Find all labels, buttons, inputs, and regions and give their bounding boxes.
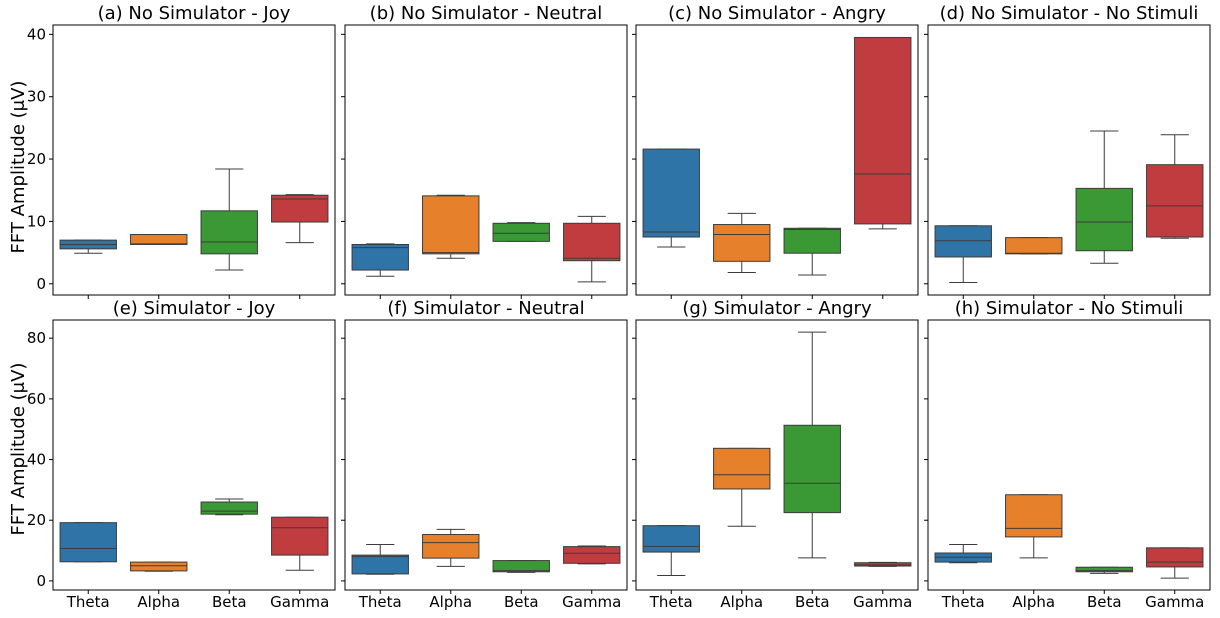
panel-7-alpha-xtick-label: Alpha <box>720 593 763 611</box>
panel-6-theta-xtick-label: Theta <box>358 593 402 611</box>
panel-1-frame <box>52 24 336 296</box>
panel-5-ytick-label-2: 40 <box>27 451 46 469</box>
panel-7-theta-box <box>642 525 700 553</box>
panel-4-theta-box <box>934 225 992 258</box>
panel-6-gamma-box <box>563 546 621 564</box>
panel-2-beta-box <box>492 222 550 242</box>
panel-6-beta-xtick-label: Beta <box>504 593 539 611</box>
panel-5-beta-box <box>200 501 258 515</box>
panel-5-title: (e) Simulator - Joy <box>113 298 276 319</box>
panel-1-ytick-label-0: 0 <box>36 275 46 293</box>
panel-6-alpha-xtick-label: Alpha <box>429 593 472 611</box>
panel-7-title: (g) Simulator - Angry <box>682 298 872 319</box>
panel-2-alpha-box <box>422 195 480 255</box>
panel-5-ytick-label-1: 20 <box>27 511 46 529</box>
panel-7-beta-xtick-label: Beta <box>795 593 830 611</box>
panel-7-gamma-xtick-label: Gamma <box>853 593 912 611</box>
panel-6-gamma-xtick-label: Gamma <box>562 593 621 611</box>
panel-6-frame <box>344 319 628 591</box>
panel-5-ytick-label-0: 0 <box>36 572 46 590</box>
panel-1-gamma-box <box>271 194 329 223</box>
panel-6-title: (f) Simulator - Neutral <box>387 298 584 319</box>
panel-8-gamma-xtick-label: Gamma <box>1145 593 1204 611</box>
panel-4-alpha-box <box>1005 237 1063 255</box>
panel-5-theta-xtick-label: Theta <box>66 593 110 611</box>
panel-2-frame <box>344 24 628 296</box>
y-axis-label-row-2: FFT Amplitude (μV) <box>8 363 29 536</box>
panel-1-alpha-box <box>130 234 188 245</box>
panel-5-frame <box>52 319 336 591</box>
panel-3-title: (c) No Simulator - Angry <box>668 3 886 24</box>
panel-4-title: (d) No Simulator - No Stimuli <box>940 3 1199 24</box>
panel-7-alpha-box <box>713 447 771 490</box>
panel-5-theta-box <box>59 522 117 563</box>
panel-4-frame <box>927 24 1211 296</box>
panel-1-ytick-label-3: 30 <box>27 88 46 106</box>
panel-8-title: (h) Simulator - No Stimuli <box>955 298 1184 319</box>
panel-5-alpha-xtick-label: Alpha <box>137 593 180 611</box>
panel-6-beta-box <box>492 560 550 573</box>
panel-8-beta-xtick-label: Beta <box>1087 593 1122 611</box>
y-axis-label-row-1: FFT Amplitude (μV) <box>8 81 29 254</box>
panel-4-beta-box <box>1075 187 1133 252</box>
panel-6-theta-box <box>351 554 409 575</box>
panel-7-beta-box <box>783 424 841 514</box>
panel-5-gamma-xtick-label: Gamma <box>270 593 329 611</box>
panel-3-gamma-box <box>854 36 912 225</box>
panel-2-gamma-box <box>563 222 621 262</box>
panel-7-frame <box>635 319 919 591</box>
panel-5-gamma-box <box>271 516 329 556</box>
panel-1-beta-box <box>200 210 258 255</box>
panel-2-theta-box <box>351 243 409 271</box>
panel-8-alpha-box <box>1005 494 1063 538</box>
panel-5-alpha-box <box>130 561 188 572</box>
panel-7-theta-xtick-label: Theta <box>649 593 693 611</box>
panel-1-title: (a) No Simulator - Joy <box>98 3 291 24</box>
panel-3-alpha-box <box>713 224 771 262</box>
panel-3-beta-box <box>783 227 841 254</box>
panel-8-frame <box>927 319 1211 591</box>
panel-8-alpha-xtick-label: Alpha <box>1012 593 1055 611</box>
panel-3-frame <box>635 24 919 296</box>
panel-8-gamma-box <box>1146 547 1204 568</box>
panel-2-title: (b) No Simulator - Neutral <box>370 3 603 24</box>
panel-3-theta-box <box>642 148 700 238</box>
panel-1-ytick-label-4: 40 <box>27 25 46 43</box>
panel-5-ytick-label-3: 60 <box>27 390 46 408</box>
panel-8-theta-xtick-label: Theta <box>941 593 985 611</box>
panel-4-gamma-box <box>1146 164 1204 238</box>
panel-1-ytick-label-1: 10 <box>27 212 46 230</box>
panel-5-ytick-label-4: 80 <box>27 329 46 347</box>
panel-6-alpha-box <box>422 533 480 559</box>
panel-8-beta-box <box>1075 566 1133 573</box>
panel-1-ytick-label-2: 20 <box>27 150 46 168</box>
panel-5-beta-xtick-label: Beta <box>212 593 247 611</box>
